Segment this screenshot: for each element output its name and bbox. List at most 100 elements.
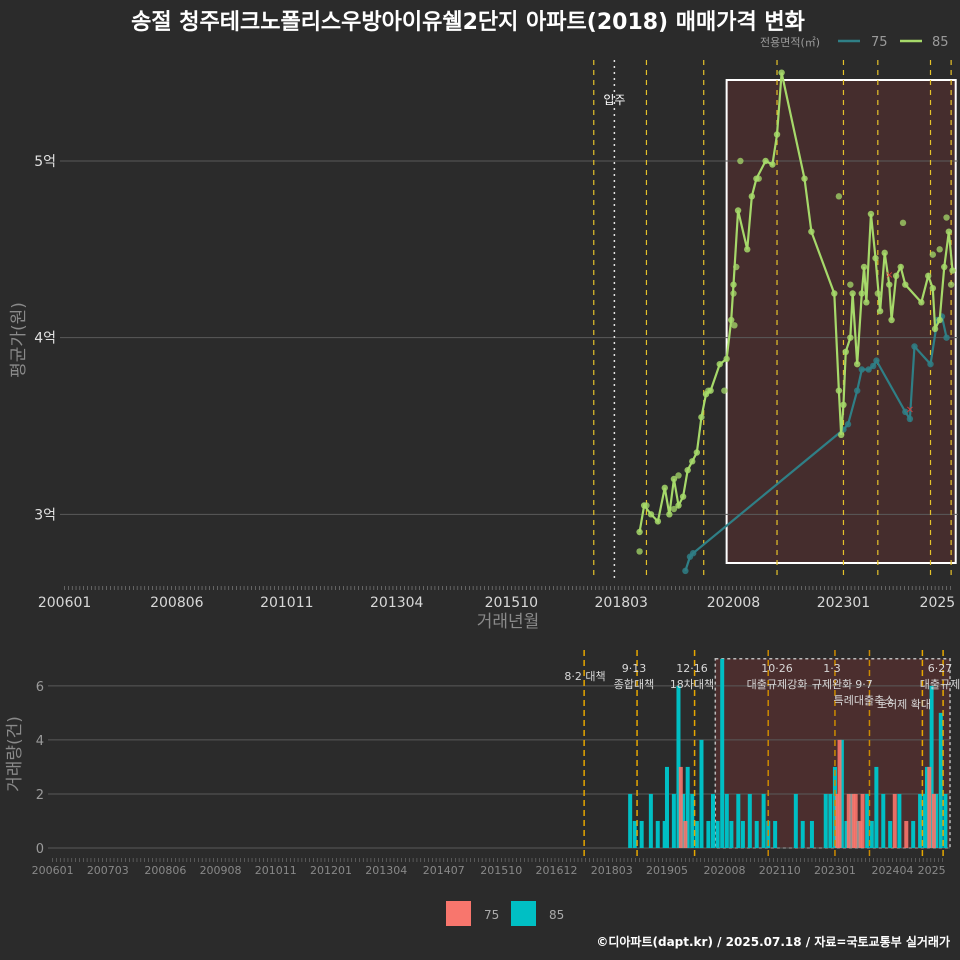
bar-85 (724, 793, 729, 848)
x-tick-label: 201407 (423, 864, 465, 877)
data-point-85 (716, 360, 723, 368)
bar-75 (853, 793, 858, 848)
data-point-85 (666, 511, 673, 518)
data-point-85 (897, 263, 904, 271)
data-point-85 (835, 387, 843, 394)
data-point-85 (888, 316, 895, 324)
x-tick-label: 202008 (707, 595, 760, 611)
policy-label: 10·26 (761, 662, 793, 675)
data-point-85 (886, 281, 893, 288)
policy-label: 18차대책 (670, 678, 714, 691)
y-tick-label: 2 (36, 788, 44, 803)
policy-label: 8·2 대책 (564, 670, 605, 683)
bar-85 (664, 766, 669, 848)
data-point-75 (906, 415, 914, 423)
x-tick-label: 201011 (255, 864, 297, 877)
data-point-85 (675, 472, 682, 479)
data-point-85 (945, 228, 953, 235)
y-tick-label: 6 (36, 680, 44, 695)
policy-label: 1·3 (823, 662, 841, 675)
bar-75 (678, 766, 683, 848)
bar-85 (690, 793, 695, 848)
policy-label: 특례대출축소 (834, 694, 895, 707)
data-point-85 (654, 518, 662, 525)
x-tick-label: 201803 (591, 864, 633, 877)
bar-85 (800, 820, 805, 848)
data-point-75 (943, 334, 950, 341)
policy-label: 9·13 (622, 662, 647, 675)
bar-85 (710, 793, 715, 848)
bar-75 (860, 793, 865, 848)
policy-label: 대출규제 (920, 678, 960, 691)
bar-75 (851, 793, 856, 848)
data-point-85 (847, 334, 854, 341)
data-point-85 (840, 401, 847, 408)
bar-75 (683, 820, 688, 848)
data-point-75 (854, 387, 861, 394)
data-point-85 (721, 387, 728, 394)
y-tick-label: 4 (36, 734, 44, 749)
y-axis-label: 거래량(건) (5, 716, 25, 792)
data-point-85 (860, 263, 868, 271)
bar-85 (839, 739, 844, 848)
bar-75 (835, 793, 840, 848)
x-tick-label: 200908 (200, 864, 242, 877)
legend-label-85: 85 (932, 35, 949, 50)
data-point-85 (837, 431, 845, 439)
bar-85 (823, 793, 828, 848)
outlier-marker: × (906, 404, 914, 415)
data-point-85 (636, 548, 643, 555)
y-tick-label: 4억 (34, 331, 56, 347)
price-panel: 3억 4억 5억 입주 × × 200601 200806 201011 201304 201510… (9, 60, 958, 632)
bar-85 (832, 766, 837, 848)
data-point-85 (748, 193, 756, 200)
x-tick-label: 202110 (759, 864, 801, 877)
data-point-85 (769, 161, 776, 168)
chart-title: 송절 청주테크노폴리스우방아이유쉘2단지 아파트(2018) 매매가격 변화 (131, 10, 805, 35)
data-point-85 (670, 505, 678, 513)
bar-85 (740, 820, 745, 848)
data-point-85 (931, 325, 939, 333)
data-point-85 (881, 249, 888, 257)
bar-85 (761, 793, 766, 848)
x-tick-label: 2025 (920, 595, 956, 611)
bar-85 (828, 793, 833, 848)
policy-label: 종합대책 (614, 678, 654, 691)
data-point-85 (734, 207, 742, 214)
policy-label: 토허제 확대 (877, 698, 931, 711)
x-tick-label: 201612 (536, 864, 578, 877)
bar-85 (911, 820, 916, 848)
data-point-85 (643, 502, 650, 509)
data-point-85 (778, 69, 785, 76)
data-point-85 (925, 272, 932, 280)
bar-85 (934, 793, 939, 848)
bar-85 (929, 685, 934, 848)
x-tick-label: 200601 (38, 595, 91, 611)
data-point-85 (863, 299, 870, 306)
data-point-85 (867, 210, 875, 218)
data-point-85 (902, 281, 909, 288)
bar-85 (881, 793, 886, 848)
policy-label: 규제완화 (812, 678, 852, 691)
bar-85 (628, 793, 633, 848)
bar-85 (855, 820, 860, 848)
bar-85 (924, 766, 929, 848)
volume-panel: 0 2 4 6 8·2 대책 9·13 종합대책 12·16 18차대책 10·26 대출규제강화 1… (5, 650, 960, 877)
bar-85 (865, 793, 870, 848)
bar-85 (897, 793, 902, 848)
x-tick-label: 201201 (310, 864, 352, 877)
data-point-85 (874, 290, 882, 297)
x-tick-label: 201304 (365, 864, 407, 877)
x-tick-label: 202404 (871, 864, 913, 877)
bar-85 (773, 820, 778, 848)
data-point-85 (858, 290, 865, 297)
x-tick-label: 201905 (646, 864, 688, 877)
data-point-75 (865, 366, 872, 373)
data-point-85 (941, 263, 948, 271)
policy-label: 대출규제강화 (747, 678, 808, 691)
bar-85 (869, 820, 874, 848)
bar-85 (699, 739, 704, 848)
bar-75 (904, 820, 909, 848)
data-point-85 (947, 281, 955, 288)
